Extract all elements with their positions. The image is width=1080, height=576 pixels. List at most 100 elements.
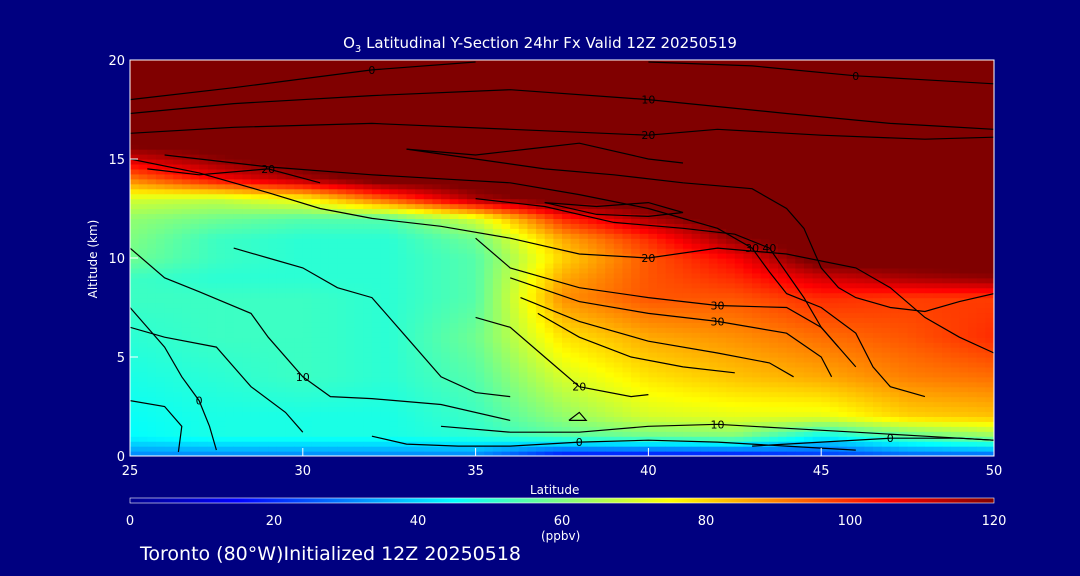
heatmap-cell [285,188,295,195]
heatmap-cell [294,287,304,294]
heatmap-cell [605,248,615,254]
heatmap-cell [605,267,615,274]
heatmap-cell [501,357,511,363]
heatmap-cell [181,218,192,224]
heatmap-cell [155,337,166,343]
heatmap-cell [130,376,140,383]
heatmap-cell [423,322,433,328]
heatmap-cell [294,302,304,309]
heatmap-cell [173,238,183,244]
heatmap-cell [544,446,554,452]
heatmap-cell [397,193,408,200]
heatmap-cell [216,178,226,185]
heatmap-cell [605,228,615,234]
heatmap-cell [173,421,183,427]
heatmap-cell [259,297,269,304]
heatmap-cell [406,253,416,259]
heatmap-cell [181,168,192,175]
heatmap-cell [665,386,675,393]
heatmap-cell [225,421,235,427]
heatmap-cell [596,426,606,432]
heatmap-cell [562,183,572,190]
heatmap-cell [337,267,347,274]
heatmap-cell [415,277,425,284]
heatmap-cell [570,149,580,155]
heatmap-cell [432,168,442,175]
heatmap-cell [380,218,390,224]
heatmap-cell [475,327,485,333]
heatmap-cell [346,431,356,437]
heatmap-cell [216,396,226,403]
heatmap-cell [510,84,520,91]
heatmap-cell [363,327,373,333]
heatmap-cell [207,159,217,165]
heatmap-cell [613,322,624,328]
heatmap-cell [639,347,649,353]
heatmap-cell [423,223,433,229]
heatmap-cell [346,386,356,393]
heatmap-cell [432,376,442,383]
heatmap-cell [164,292,174,299]
heatmap-cell [147,376,157,383]
heatmap-cell [596,386,606,393]
heatmap-cell [432,297,442,304]
heatmap-cell [190,282,200,289]
heatmap-cell [613,218,624,224]
heatmap-cell [311,89,321,96]
heatmap-cell [605,352,615,358]
heatmap-cell [164,406,174,413]
heatmap-cell [268,258,278,264]
heatmap-cell [596,149,606,155]
heatmap-cell [544,233,554,239]
heatmap-cell [639,287,649,294]
heatmap-cell [207,366,217,373]
heatmap-cell [397,154,408,160]
heatmap-cell [501,188,511,195]
heatmap-cell [466,347,477,353]
heatmap-cell [657,94,667,101]
heatmap-cell [501,163,511,170]
heatmap-cell [268,243,278,249]
heatmap-cell [250,446,261,452]
heatmap-cell [423,134,433,140]
heatmap-cell [225,134,235,140]
heatmap-cell [346,262,356,269]
heatmap-cell [225,104,235,111]
heatmap-cell [406,347,416,353]
heatmap-cell [155,436,166,442]
heatmap-cell [596,262,606,269]
heatmap-cell [389,352,399,358]
heatmap-cell [553,371,563,378]
heatmap-cell [276,149,287,155]
heatmap-cell [311,69,321,76]
heatmap-cell [233,104,243,111]
heatmap-cell [475,406,485,413]
heatmap-cell [371,312,382,318]
heatmap-cell [337,426,347,432]
heatmap-cell [371,406,382,413]
heatmap-cell [466,223,477,229]
heatmap-cell [371,431,382,437]
heatmap-cell [423,228,433,234]
heatmap-cell [130,238,140,244]
heatmap-cell [536,426,546,432]
heatmap-cell [250,436,261,442]
heatmap-cell [311,416,321,422]
heatmap-cell [268,178,278,185]
heatmap-cell [665,441,675,447]
heatmap-cell [579,357,589,363]
heatmap-cell [242,144,252,150]
heatmap-cell [268,203,278,210]
heatmap-cell [518,287,529,294]
heatmap-cell [164,114,174,120]
heatmap-cell [216,154,226,160]
heatmap-cell [544,357,554,363]
heatmap-cell [380,198,390,205]
heatmap-cell [423,272,433,279]
heatmap-cell [587,139,598,145]
heatmap-cell [397,386,408,393]
heatmap-cell [553,248,563,254]
heatmap-cell [466,203,477,210]
heatmap-cell [501,183,511,190]
heatmap-cell [233,302,243,309]
